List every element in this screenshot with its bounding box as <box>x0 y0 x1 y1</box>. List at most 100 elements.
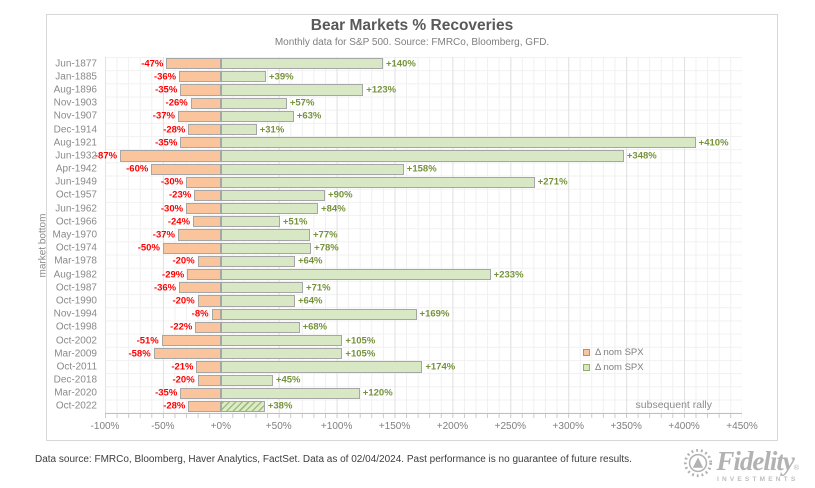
decline-value-label: -20% <box>172 255 195 267</box>
x-axis-tick-label: -50% <box>151 421 175 432</box>
rally-value-label: +63% <box>296 110 322 122</box>
rally-value-label: +105% <box>345 335 376 347</box>
decline-bar <box>211 308 221 320</box>
decline-value-label: -87% <box>94 150 118 162</box>
rally-value-label: +31% <box>259 124 285 136</box>
fidelity-logo: Fidelity® INVESTMENTS <box>683 448 799 483</box>
category-label: Jun-1962 <box>55 203 97 215</box>
x-axis-tick-label: +450% <box>726 421 758 432</box>
category-label: Oct-1987 <box>55 282 97 294</box>
decline-bar <box>177 229 221 241</box>
decline-value-label: -37% <box>152 110 175 122</box>
rally-value-label: +233% <box>493 269 524 281</box>
rally-bar <box>220 84 364 96</box>
rally-bar <box>220 400 265 413</box>
decline-value-label: -29% <box>162 269 185 281</box>
decline-bar <box>177 110 221 122</box>
rally-bar <box>220 374 273 386</box>
rally-bar <box>220 269 491 281</box>
rally-bar <box>220 387 360 399</box>
rally-value-label: +71% <box>306 282 331 294</box>
category-label: Oct-1957 <box>55 189 97 201</box>
bar-row: Mar-1978 -20% +64% <box>54 255 742 268</box>
decline-value-label: -30% <box>160 176 184 188</box>
bar-row: Jun-1962 -30% +84% <box>55 202 742 215</box>
fidelity-investments-label: INVESTMENTS <box>716 476 799 483</box>
x-axis-tick-label: +300% <box>552 421 584 432</box>
decline-bar <box>186 176 221 188</box>
legend-item: Δ nom SPX <box>583 362 644 373</box>
bar-row: Dec-1914 -28% +31% <box>54 123 742 136</box>
rally-bar <box>220 282 304 294</box>
rally-value-label: +77% <box>312 229 338 241</box>
rally-bar <box>220 123 257 136</box>
rally-bar <box>220 308 417 320</box>
decline-value-label: -35% <box>155 84 178 96</box>
bar-row: Oct-1974 -50% +78% <box>56 242 742 255</box>
rally-value-label: +90% <box>328 189 353 201</box>
category-label: Aug-1982 <box>53 269 97 281</box>
rally-value-label: +158% <box>406 163 437 175</box>
decline-bar <box>194 189 221 202</box>
x-axis-tick-label: +150% <box>378 421 411 432</box>
bar-row: Oct-1990 -20% +64% <box>56 294 742 307</box>
decline-value-label: -35% <box>155 387 178 399</box>
chart-title: Bear Markets % Recoveries <box>310 17 514 34</box>
decline-value-label: -20% <box>172 374 195 386</box>
bar-row: Nov-1903 -26% +57% <box>54 97 742 110</box>
legend-label: Δ nom SPX <box>595 362 644 373</box>
decline-value-label: -36% <box>153 282 177 294</box>
rally-bar <box>220 242 312 254</box>
category-label: Mar-2009 <box>54 348 97 360</box>
fidelity-sun-icon <box>684 448 713 478</box>
rally-bar <box>220 321 300 333</box>
legend: Δ nom SPX Δ nom SPX <box>583 347 644 373</box>
rally-value-label: +68% <box>302 321 328 333</box>
decline-bar <box>180 387 221 399</box>
subsequent-rally-annotation: subsequent rally <box>635 399 712 411</box>
bar-row: Jan-1885 -36% +39% <box>55 70 742 83</box>
category-label: Oct-2002 <box>55 335 97 347</box>
decline-value-label: -60% <box>126 163 149 175</box>
bar-row: Oct-1987 -36% +71% <box>56 281 742 294</box>
x-axis-tick-label: +0% <box>210 421 231 432</box>
decline-bar <box>188 123 221 136</box>
category-label: May-1970 <box>52 229 97 241</box>
rally-value-label: +64% <box>297 255 323 267</box>
chart-subtitle: Monthly data for S&P 500. Source: FMRCo,… <box>274 37 550 48</box>
rally-bar <box>220 163 404 175</box>
decline-bar <box>180 137 221 149</box>
rally-value-label: +105% <box>345 348 376 360</box>
decline-bar <box>196 361 221 373</box>
rally-value-label: +57% <box>289 97 315 109</box>
decline-value-label: -21% <box>171 361 194 373</box>
decline-value-label: -23% <box>169 189 192 201</box>
rally-value-label: +84% <box>321 203 346 215</box>
decline-bar <box>166 58 221 70</box>
bar-row: Nov-1994 -8% +169% <box>54 308 742 321</box>
y-axis-title: market bottom <box>37 213 49 278</box>
decline-bar <box>120 150 221 162</box>
bar-row: Dec-2018 -20% +45% <box>54 374 742 387</box>
decline-value-label: -51% <box>136 335 159 347</box>
rally-bar <box>220 97 287 109</box>
bar-row: Apr-1942 -60% +158% <box>56 163 742 176</box>
rally-bar <box>220 110 294 122</box>
x-axis-tick-label: +50% <box>265 421 292 432</box>
decline-bar <box>179 71 221 83</box>
category-label: Nov-1994 <box>53 308 97 320</box>
rally-value-label: +348% <box>626 150 657 162</box>
rally-bar <box>220 150 624 162</box>
rally-value-label: +120% <box>362 387 393 399</box>
rally-bar <box>220 189 326 202</box>
decline-bar <box>180 84 221 96</box>
rally-value-label: +410% <box>698 137 729 149</box>
decline-bar <box>195 321 221 333</box>
decline-value-label: -58% <box>128 348 151 360</box>
decline-bar <box>162 242 221 254</box>
decline-bar <box>197 374 221 386</box>
category-label: Oct-2011 <box>56 361 97 373</box>
decline-bar <box>188 400 221 413</box>
decline-bar <box>193 216 221 228</box>
